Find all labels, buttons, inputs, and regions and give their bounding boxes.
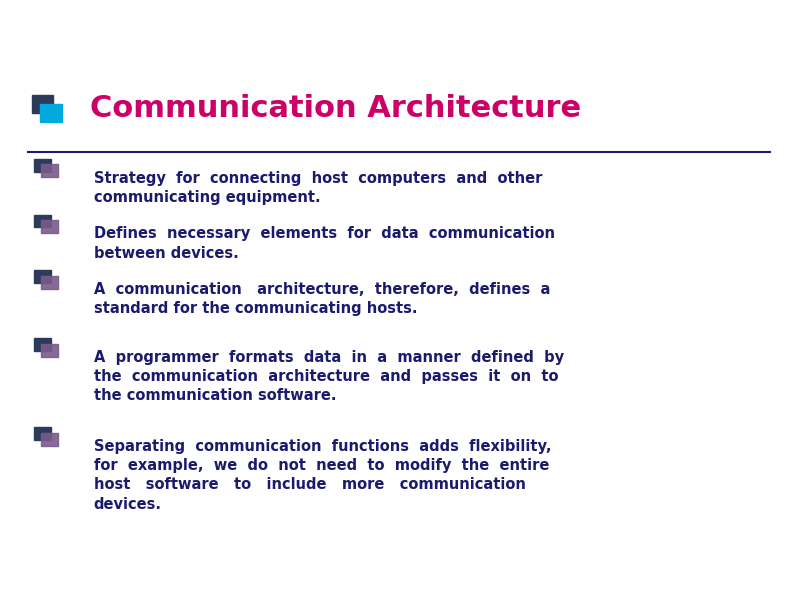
Text: Defines  necessary  elements  for  data  communication
between devices.: Defines necessary elements for data comm… [94, 226, 555, 261]
FancyBboxPatch shape [41, 164, 58, 177]
FancyBboxPatch shape [32, 96, 53, 113]
Text: A  programmer  formats  data  in  a  manner  defined  by
the  communication  arc: A programmer formats data in a manner de… [94, 350, 564, 403]
FancyBboxPatch shape [41, 344, 58, 356]
Text: OSI Model: OSI Model [10, 12, 81, 26]
FancyBboxPatch shape [34, 159, 51, 172]
FancyBboxPatch shape [34, 215, 51, 227]
FancyBboxPatch shape [34, 338, 51, 351]
Text: A  communication   architecture,  therefore,  defines  a
standard for the commun: A communication architecture, therefore,… [94, 282, 550, 316]
Text: Communication Architecture: Communication Architecture [90, 95, 581, 123]
FancyBboxPatch shape [41, 220, 58, 233]
FancyBboxPatch shape [40, 104, 62, 121]
FancyBboxPatch shape [34, 270, 51, 283]
FancyBboxPatch shape [34, 427, 51, 440]
FancyBboxPatch shape [41, 433, 58, 446]
Text: Strategy  for  connecting  host  computers  and  other
communicating equipment.: Strategy for connecting host computers a… [94, 171, 542, 205]
Text: Separating  communication  functions  adds  flexibility,
for  example,  we  do  : Separating communication functions adds … [94, 439, 551, 512]
FancyBboxPatch shape [41, 276, 58, 289]
